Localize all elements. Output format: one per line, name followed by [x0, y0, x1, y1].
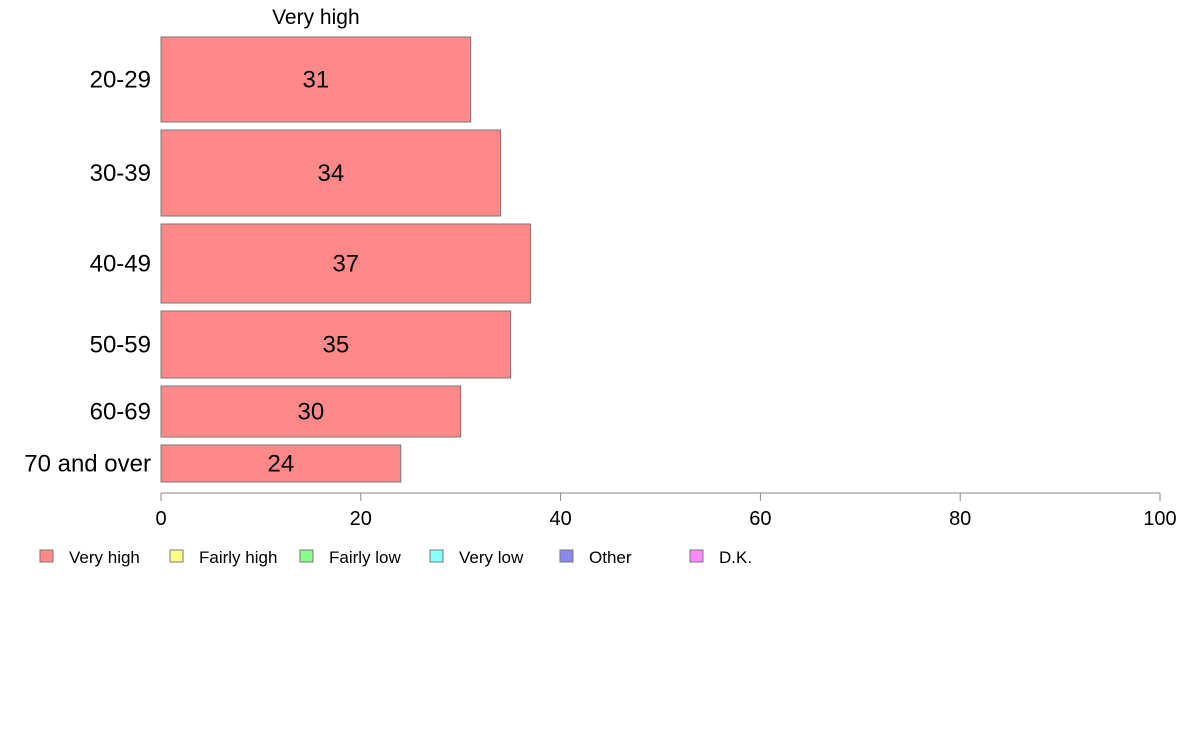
value-label: 34: [317, 160, 344, 187]
bar-20-29: [160, 36, 472, 123]
bars: [160, 36, 532, 483]
bar-70-and-over: [160, 444, 402, 483]
legend-label: Fairly high: [199, 548, 277, 567]
category-label: 20-29: [90, 67, 151, 94]
legend-swatch: [429, 549, 444, 563]
value-label: 31: [302, 67, 329, 94]
x-tick-label: 0: [155, 508, 166, 530]
bar-50-59: [160, 310, 512, 379]
legend-label: Very high: [69, 548, 140, 567]
category-label: 70 and over: [24, 451, 151, 478]
series-header: Very high: [272, 6, 360, 29]
legend: Very high Fairly high Fairly low Very low Ot…: [39, 548, 752, 567]
value-label: 24: [268, 451, 295, 478]
legend-swatch: [39, 549, 54, 563]
bar-30-39: [160, 129, 502, 217]
category-label: 50-59: [90, 332, 151, 359]
value-label: 37: [332, 251, 359, 278]
x-axis-ticks: 0 20 40 60 80 100: [155, 493, 1177, 530]
x-tick-label: 100: [1143, 508, 1176, 530]
legend-swatch: [689, 549, 704, 563]
x-tick-label: 60: [749, 508, 771, 530]
bar-40-49: [160, 223, 532, 304]
legend-label: D.K.: [719, 548, 752, 567]
x-tick-label: 20: [350, 508, 372, 530]
x-tick-label: 80: [949, 508, 971, 530]
x-tick-label: 40: [549, 508, 571, 530]
bar-60-69: [160, 385, 462, 438]
legend-swatch: [299, 549, 314, 563]
legend-swatch: [169, 549, 184, 563]
legend-label: Very low: [459, 548, 524, 567]
category-label: 30-39: [90, 160, 151, 187]
value-label: 30: [297, 399, 324, 426]
legend-label: Fairly low: [329, 548, 402, 567]
category-label: 40-49: [90, 251, 151, 278]
legend-label: Other: [589, 548, 632, 567]
category-labels: 20-29 30-39 40-49 50-59 60-69 70 and over: [24, 67, 151, 478]
value-label: 35: [322, 332, 349, 359]
legend-swatch: [559, 549, 574, 563]
category-label: 60-69: [90, 399, 151, 426]
